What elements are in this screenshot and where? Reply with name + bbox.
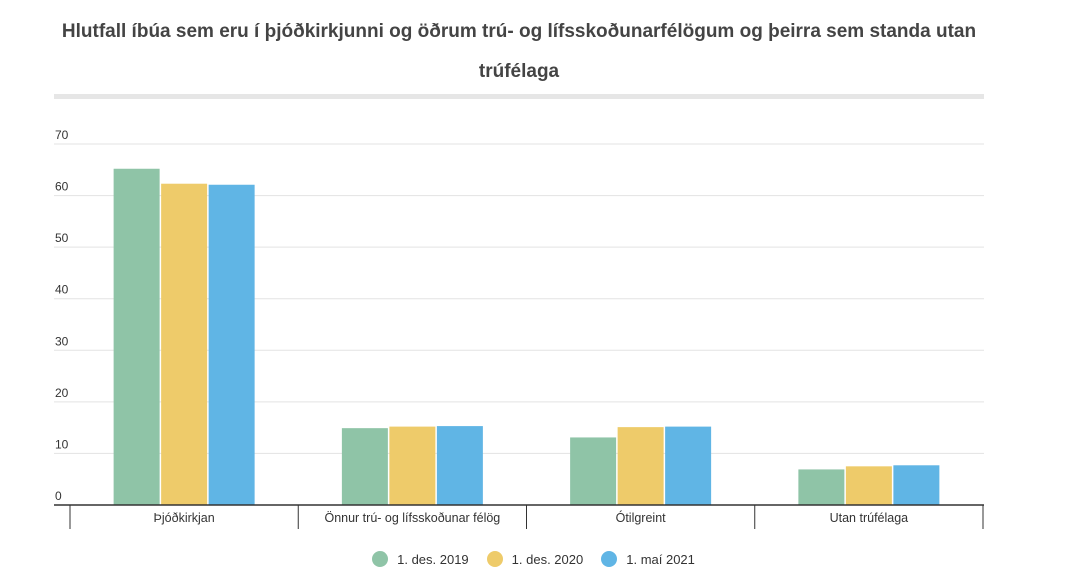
title-divider	[54, 94, 984, 99]
category-labels: Þjóðkirkjan Önnur trú- og lífsskoðunar fé…	[154, 510, 909, 525]
category-label: Þjóðkirkjan	[154, 511, 215, 525]
bar-2-series-2	[389, 426, 436, 505]
y-tick-label-70: 70	[55, 128, 69, 142]
bars	[113, 168, 940, 506]
bar-1-series-1	[113, 168, 160, 506]
y-tick-label-50: 50	[55, 231, 69, 245]
bar-4-series-2	[845, 466, 892, 505]
legend-label: 1. des. 2019	[397, 551, 469, 567]
bar-3-series-1	[570, 437, 617, 505]
bar-1-series-2	[161, 183, 208, 505]
bar-3-series-3	[665, 426, 712, 505]
bar-1-series-3	[208, 184, 255, 505]
bar-4-series-3	[893, 465, 940, 505]
legend-swatch-icon	[372, 551, 389, 567]
legend-swatch-icon	[486, 551, 503, 567]
legend-item-2[interactable]: 1. des. 2020	[486, 551, 584, 567]
chart-title: Hlutfall íbúa sem eru í þjóðkirkjunni og…	[61, 21, 977, 82]
legend-item-3[interactable]: 1. maí 2021	[601, 551, 695, 567]
y-tick-label-10: 10	[55, 437, 69, 451]
bar-2-series-1	[341, 428, 388, 505]
legend-label: 1. des. 2020	[511, 551, 584, 567]
y-tick-label-40: 40	[55, 283, 69, 297]
y-tick-label-0: 0	[55, 489, 62, 503]
legend: 1. des. 2019 1. des. 2020 1. maí 2021	[0, 551, 1067, 567]
legend-label: 1. maí 2021	[626, 551, 695, 567]
legend-item-1[interactable]: 1. des. 2019	[372, 551, 469, 567]
x-axis	[54, 504, 984, 529]
legend-swatch-icon	[601, 551, 618, 567]
bar-3-series-2	[617, 427, 664, 505]
bar-4-series-1	[798, 469, 845, 505]
bar-2-series-3	[436, 426, 483, 505]
y-tick-label-20: 20	[55, 386, 69, 400]
y-axis-ticks: 0 10 20 30 40 50 60 70	[55, 128, 69, 503]
category-label: Utan trúfélaga	[830, 511, 909, 525]
y-tick-label-30: 30	[55, 334, 69, 348]
category-label: Ótilgreint	[616, 510, 667, 525]
category-label: Önnur trú- og lífsskoðunar félög	[324, 511, 500, 525]
y-tick-label-60: 60	[55, 180, 69, 194]
